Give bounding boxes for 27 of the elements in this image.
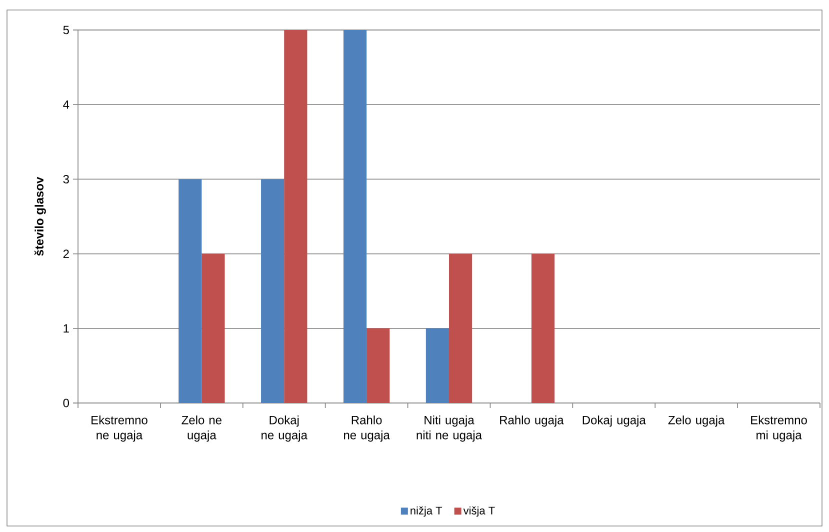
x-tick-label: Ekstremno ne ugaja bbox=[92, 416, 148, 442]
bar bbox=[202, 254, 225, 403]
y-tick-label: 0 bbox=[63, 398, 70, 408]
bar bbox=[343, 30, 367, 403]
y-tick-label: 5 bbox=[63, 26, 69, 34]
x-tick-label: Rahlo ne ugaja bbox=[344, 416, 390, 442]
x-tick-label: Dokaj ne ugaja bbox=[262, 416, 308, 442]
x-tick-label: Rahlo ugaja bbox=[500, 416, 564, 427]
y-tick-label: 3 bbox=[63, 174, 69, 184]
legend-label: nižja T bbox=[410, 506, 442, 517]
bar bbox=[261, 179, 284, 403]
bar bbox=[426, 328, 449, 403]
y-axis-title: število glasov bbox=[34, 176, 46, 256]
bar bbox=[531, 254, 555, 403]
y-tick-label: 1 bbox=[64, 324, 69, 333]
bar bbox=[178, 179, 202, 403]
legend-label: višja T bbox=[463, 506, 495, 517]
x-tick-label: Zelo ne ugaja bbox=[182, 416, 222, 442]
x-tick-label: Niti ugaja niti ne ugaja bbox=[416, 416, 482, 442]
y-tick-label: 2 bbox=[63, 250, 69, 258]
bar bbox=[449, 254, 472, 403]
x-tick-label: Ekstremno mi ugaja bbox=[751, 416, 807, 442]
x-tick-label: Zelo ugaja bbox=[668, 416, 725, 427]
y-tick-label: 4 bbox=[63, 100, 70, 109]
bar bbox=[284, 30, 308, 403]
bar bbox=[366, 328, 390, 403]
x-tick-label: Dokaj ugaja bbox=[582, 416, 646, 427]
